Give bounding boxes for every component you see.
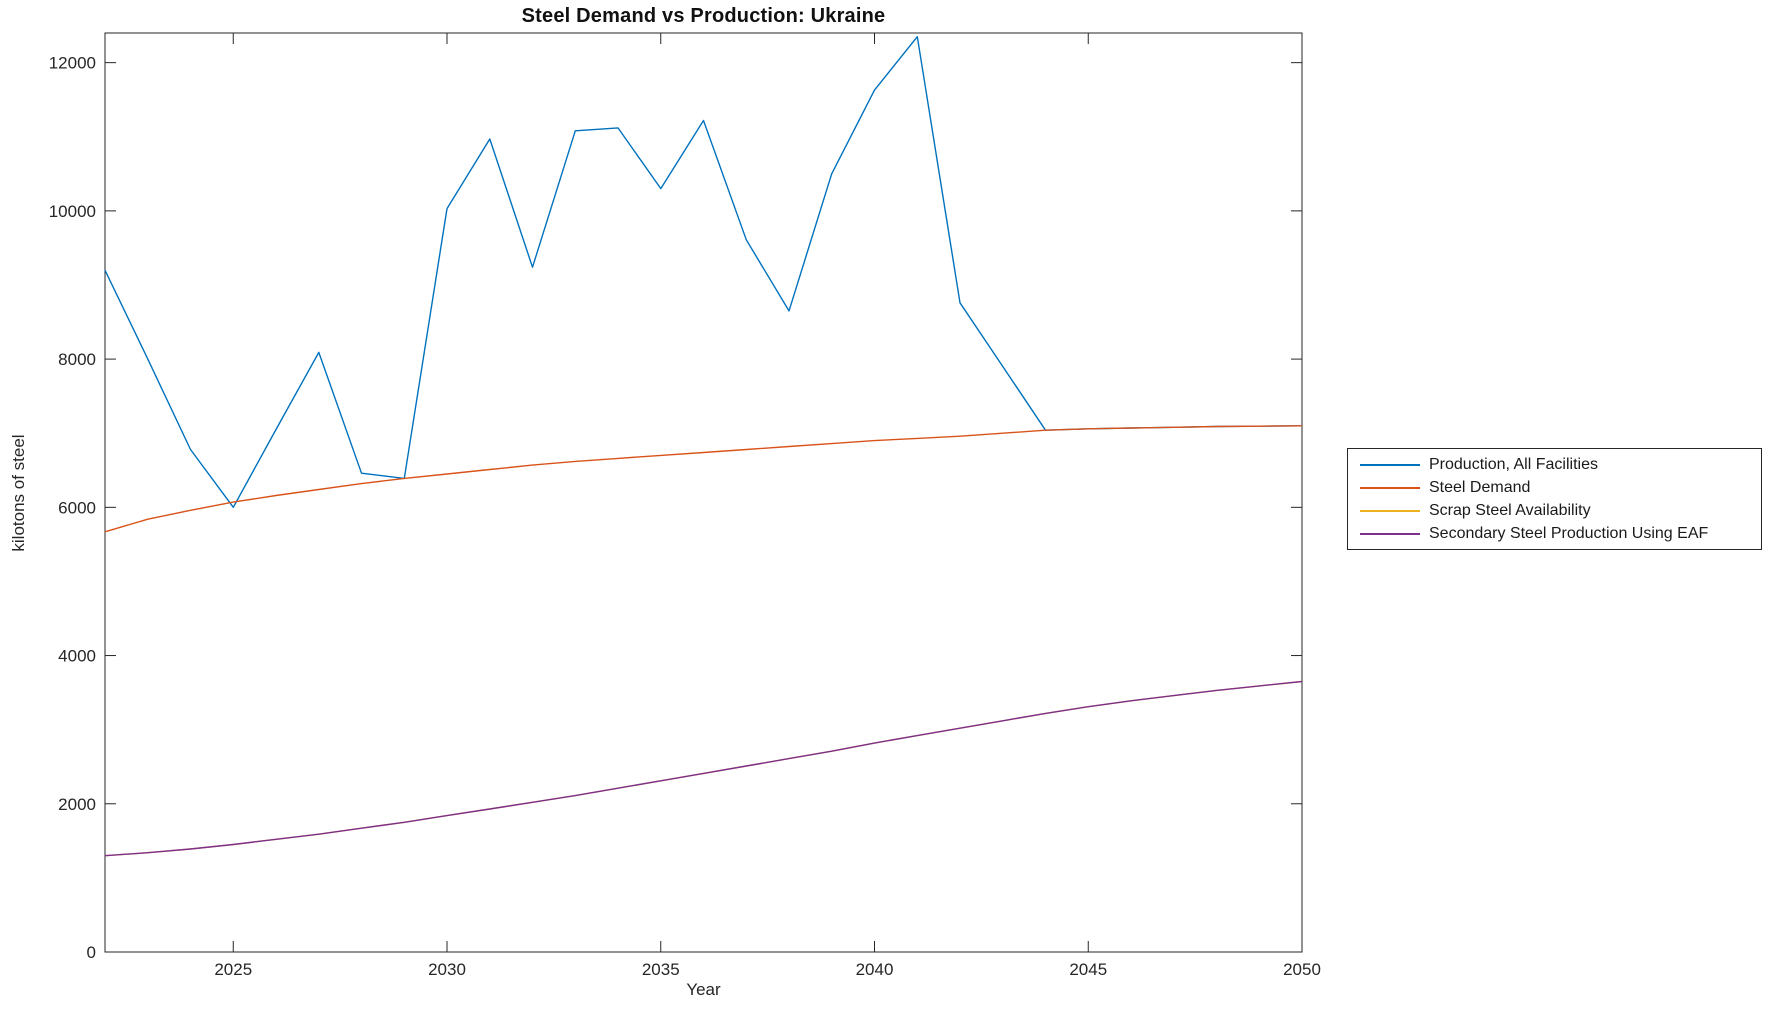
y-axis-label: kilotons of steel xyxy=(9,434,28,552)
x-tick-label: 2050 xyxy=(1283,960,1321,979)
y-tick-label: 10000 xyxy=(49,202,96,221)
legend-label: Production, All Facilities xyxy=(1429,455,1598,473)
chart-title: Steel Demand vs Production: Ukraine xyxy=(521,5,886,27)
legend-label: Scrap Steel Availability xyxy=(1429,501,1591,519)
legend-label: Secondary Steel Production Using EAF xyxy=(1429,524,1709,542)
y-tick-label: 8000 xyxy=(58,350,96,369)
legend-item-2: Steel Demand xyxy=(1348,476,1761,499)
x-tick-label: 2030 xyxy=(428,960,466,979)
legend-line-sample xyxy=(1360,463,1420,466)
y-tick-label: 6000 xyxy=(58,498,96,517)
plot-box xyxy=(104,32,1303,953)
y-tick-label: 2000 xyxy=(58,795,96,814)
x-tick-label: 2035 xyxy=(642,960,680,979)
series-line-1 xyxy=(104,36,1303,508)
x-tick-label: 2025 xyxy=(214,960,252,979)
y-tick-label: 4000 xyxy=(58,647,96,666)
x-tick-label: 2040 xyxy=(856,960,894,979)
legend-line-sample xyxy=(1360,532,1420,535)
series-line-2 xyxy=(104,425,1303,533)
series-line-3 xyxy=(104,680,1303,857)
legend-label: Steel Demand xyxy=(1429,478,1531,496)
legend-item-1: Production, All Facilities xyxy=(1348,453,1761,476)
x-axis-label: Year xyxy=(686,980,721,999)
legend: Production, All Facilities Steel Demand Sc… xyxy=(1347,448,1762,550)
legend-item-4: Secondary Steel Production Using EAF xyxy=(1348,522,1761,545)
y-tick-label: 12000 xyxy=(49,54,96,73)
x-tick-label: 2045 xyxy=(1069,960,1107,979)
series-line-4 xyxy=(104,680,1303,857)
y-tick-label: 0 xyxy=(87,943,96,962)
legend-line-sample xyxy=(1360,509,1420,512)
legend-item-3: Scrap Steel Availability xyxy=(1348,499,1761,522)
legend-line-sample xyxy=(1360,486,1420,489)
